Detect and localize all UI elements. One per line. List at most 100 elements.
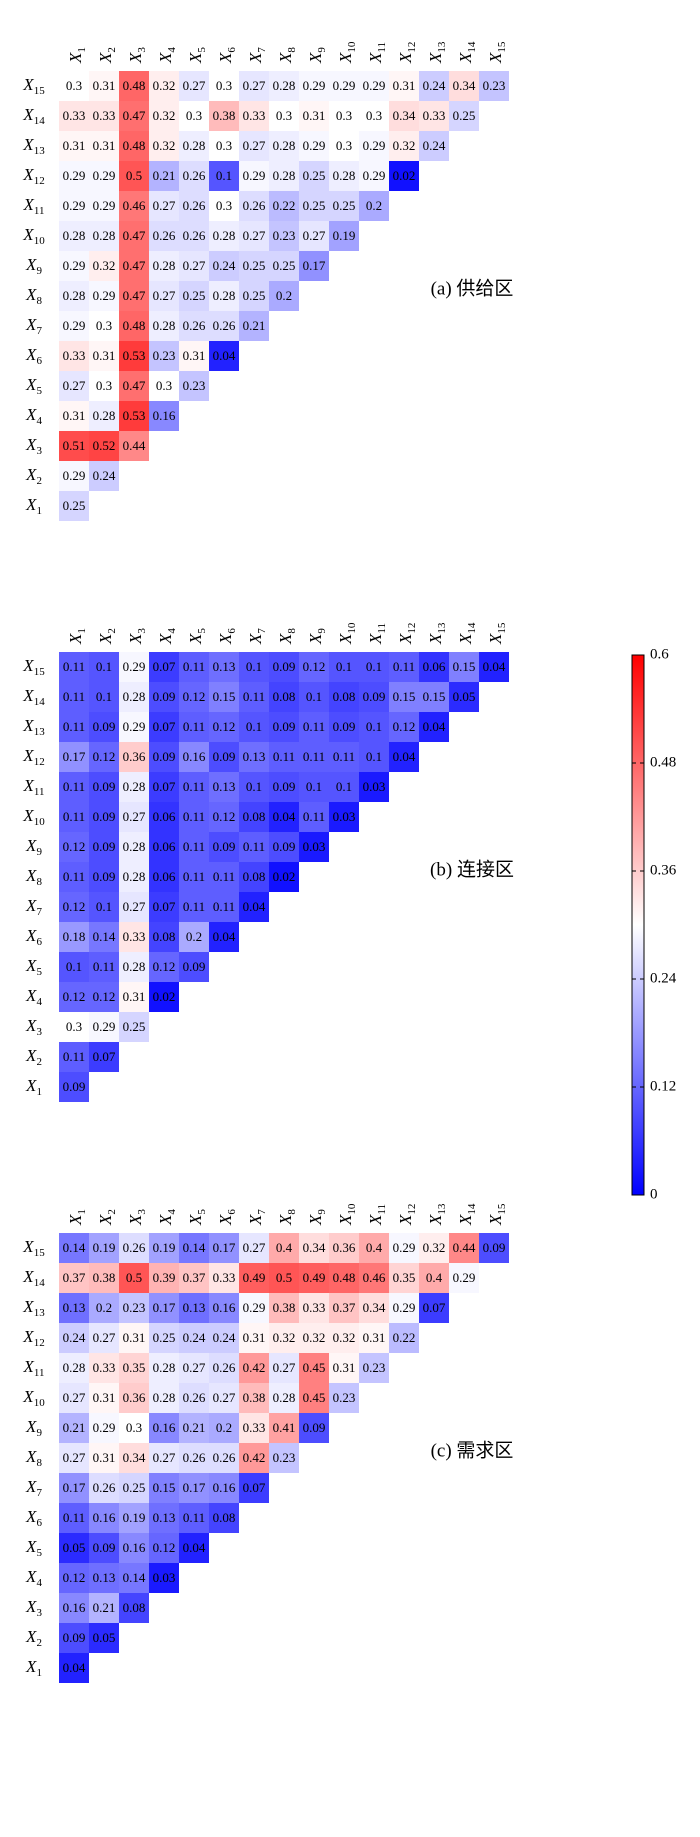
heatmap-cell: [209, 281, 239, 311]
heatmap-cell: [119, 1323, 149, 1353]
cell-value-label: 0.1: [66, 959, 82, 974]
heatmap-cell: [59, 892, 89, 922]
cell-value-label: 0.04: [483, 659, 506, 674]
cell-value-label: 0.27: [153, 288, 176, 303]
cell-value-label: 0.08: [123, 1600, 146, 1615]
heatmap-cell: [179, 1323, 209, 1353]
cell-value-label: 0.09: [63, 1630, 86, 1645]
cell-value-label: 0.49: [243, 1270, 266, 1285]
row-label: X14: [22, 105, 45, 127]
heatmap-cell: [209, 131, 239, 161]
cell-value-label: 0.28: [153, 318, 176, 333]
heatmap-cell: [179, 131, 209, 161]
cell-value-label: 0.3: [96, 318, 112, 333]
cell-value-label: 0.29: [63, 468, 86, 483]
panel-label: (c) 需求区: [431, 1439, 514, 1461]
cell-value-label: 0.29: [93, 1420, 116, 1435]
cell-value-label: 0.17: [303, 258, 326, 273]
cell-value-label: 0.33: [123, 929, 146, 944]
heatmap-cell: [59, 371, 89, 401]
cell-value-label: 0.1: [336, 659, 352, 674]
column-label: X14: [456, 41, 478, 64]
cell-value-label: 0.27: [213, 1390, 236, 1405]
heatmap-cell: [299, 191, 329, 221]
cell-value-label: 0.31: [333, 1360, 356, 1375]
cell-value-label: 0.16: [63, 1600, 86, 1615]
heatmap-cell: [239, 101, 269, 131]
heatmap-cell: [149, 221, 179, 251]
cell-value-label: 0.02: [153, 989, 176, 1004]
cell-value-label: 0.33: [213, 1270, 236, 1285]
cell-value-label: 0.32: [153, 78, 176, 93]
heatmap-cell: [359, 712, 389, 742]
heatmap-cell: [179, 952, 209, 982]
colorbar-tick-label: 0.36: [650, 862, 677, 878]
cell-value-label: 0.27: [273, 1360, 296, 1375]
cell-value-label: 0.17: [153, 1300, 176, 1315]
row-label: X13: [22, 1297, 45, 1319]
row-label: X15: [22, 75, 45, 97]
cell-value-label: 0.11: [63, 809, 85, 824]
heatmap-cell: [179, 1353, 209, 1383]
heatmap-cell: [299, 652, 329, 682]
heatmap-cell: [329, 772, 359, 802]
cell-value-label: 0.23: [183, 378, 206, 393]
heatmap-cell: [89, 281, 119, 311]
cell-value-label: 0.28: [183, 138, 206, 153]
heatmap-cell: [389, 682, 419, 712]
row-label: X9: [25, 836, 42, 858]
cell-value-label: 0.4: [276, 1240, 293, 1255]
heatmap-cell: [149, 371, 179, 401]
cell-value-label: 0.29: [453, 1270, 476, 1285]
heatmap-cell: [299, 221, 329, 251]
heatmap-cell: [59, 1443, 89, 1473]
cell-value-label: 0.38: [243, 1390, 266, 1405]
heatmap-cell: [269, 1383, 299, 1413]
cell-value-label: 0.28: [273, 1390, 296, 1405]
cell-value-label: 0.16: [153, 1420, 176, 1435]
heatmap-cell: [269, 1413, 299, 1443]
row-label: X1: [25, 495, 42, 517]
cell-value-label: 0.29: [93, 198, 116, 213]
heatmap-cell: [419, 682, 449, 712]
heatmap-cell: [209, 311, 239, 341]
cell-value-label: 0.15: [393, 689, 416, 704]
heatmap-cell: [419, 1293, 449, 1323]
cell-value-label: 0.05: [63, 1540, 86, 1555]
cell-value-label: 0.3: [66, 1019, 82, 1034]
panel-label: (b) 连接区: [430, 858, 514, 880]
row-label: X12: [22, 165, 44, 187]
cell-value-label: 0.04: [183, 1540, 206, 1555]
cell-value-label: 0.32: [303, 1330, 326, 1345]
cell-value-label: 0.12: [63, 839, 86, 854]
heatmap-cell: [269, 71, 299, 101]
cell-value-label: 0.09: [273, 779, 296, 794]
cell-value-label: 0.29: [93, 288, 116, 303]
heatmap-cell: [59, 682, 89, 712]
heatmap-cell: [329, 1233, 359, 1263]
cell-value-label: 0.1: [96, 689, 112, 704]
cell-value-label: 0.26: [123, 1240, 146, 1255]
cell-value-label: 0.24: [63, 1330, 86, 1345]
heatmap-cell: [239, 832, 269, 862]
cell-value-label: 0.26: [183, 198, 206, 213]
cell-value-label: 0.31: [363, 1330, 386, 1345]
row-label: X13: [22, 716, 45, 738]
cell-value-label: 0.05: [93, 1630, 116, 1645]
cell-value-label: 0.07: [423, 1300, 446, 1315]
cell-value-label: 0.33: [93, 1360, 116, 1375]
cell-value-label: 0.09: [93, 1540, 116, 1555]
cell-value-label: 0.22: [273, 198, 296, 213]
cell-value-label: 0.12: [183, 689, 206, 704]
heatmap-cell: [89, 1533, 119, 1563]
cell-value-label: 0.17: [213, 1240, 236, 1255]
cell-value-label: 0.11: [303, 749, 325, 764]
cell-value-label: 0.11: [63, 689, 85, 704]
column-label: X1: [66, 47, 88, 64]
heatmap-cell: [209, 101, 239, 131]
heatmap-cell: [389, 161, 419, 191]
cell-value-label: 0.13: [213, 779, 236, 794]
cell-value-label: 0.17: [63, 749, 86, 764]
cell-value-label: 0.22: [393, 1330, 416, 1345]
heatmap-cell: [179, 191, 209, 221]
